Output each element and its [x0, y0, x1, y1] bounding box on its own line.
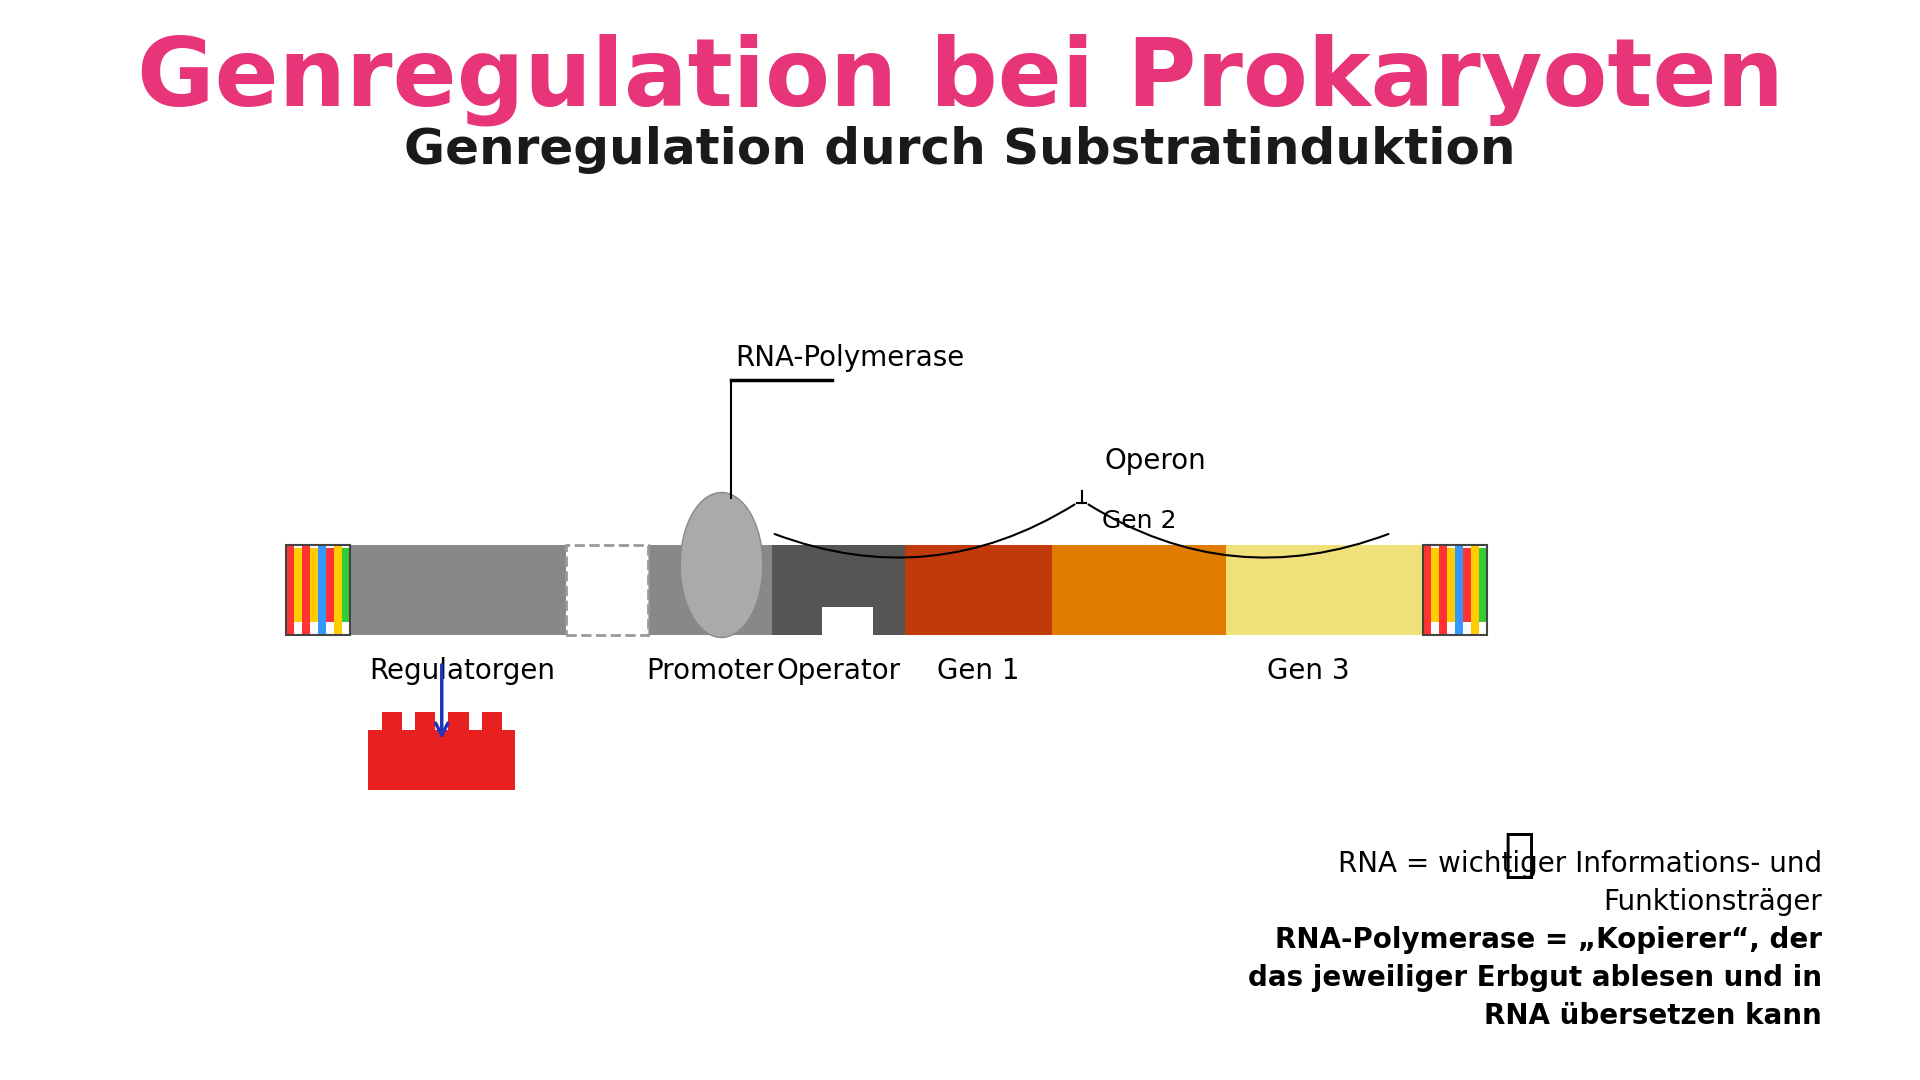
Bar: [1480, 548, 1488, 621]
Bar: [1430, 548, 1440, 621]
Bar: [1392, 545, 1423, 635]
Bar: [1052, 545, 1227, 635]
Bar: [369, 730, 515, 789]
Bar: [1227, 545, 1392, 635]
Bar: [294, 548, 301, 621]
Text: RNA-Polymerase = „Kopierer“, der: RNA-Polymerase = „Kopierer“, der: [1275, 926, 1822, 954]
Text: Funktionsträger: Funktionsträger: [1603, 888, 1822, 916]
Bar: [1448, 548, 1455, 621]
Bar: [566, 545, 649, 635]
Text: Regulatorgen: Regulatorgen: [369, 657, 555, 685]
Bar: [482, 712, 501, 730]
Text: Genregulation durch Substratinduktion: Genregulation durch Substratinduktion: [405, 126, 1515, 174]
Ellipse shape: [680, 492, 762, 637]
Text: Gen 1: Gen 1: [937, 657, 1020, 685]
Bar: [319, 545, 326, 635]
Bar: [772, 545, 904, 635]
Bar: [349, 545, 359, 635]
Bar: [382, 712, 401, 730]
Bar: [1471, 545, 1480, 635]
Bar: [301, 545, 309, 635]
Bar: [1463, 548, 1471, 621]
Bar: [649, 545, 772, 635]
Text: 💡: 💡: [1503, 829, 1536, 881]
Text: Operon: Operon: [1104, 447, 1206, 475]
Text: Promoter: Promoter: [647, 657, 774, 685]
Bar: [286, 545, 294, 635]
Text: das jeweiliger Erbgut ablesen und in: das jeweiliger Erbgut ablesen und in: [1248, 964, 1822, 993]
Text: Repressor: Repressor: [363, 746, 520, 774]
Bar: [309, 548, 319, 621]
Text: RNA übersetzen kann: RNA übersetzen kann: [1484, 1002, 1822, 1030]
Bar: [359, 545, 566, 635]
Text: Genregulation bei Prokaryoten: Genregulation bei Prokaryoten: [136, 33, 1784, 126]
Bar: [1440, 545, 1448, 635]
Text: Operator: Operator: [776, 657, 900, 685]
Bar: [1455, 545, 1463, 635]
Text: RNA = wichtiger Informations- und: RNA = wichtiger Informations- und: [1338, 850, 1822, 878]
Bar: [822, 607, 874, 635]
Bar: [286, 545, 349, 635]
Bar: [334, 545, 342, 635]
Bar: [415, 712, 436, 730]
Bar: [1423, 545, 1430, 635]
Bar: [449, 712, 468, 730]
Bar: [342, 548, 349, 621]
Bar: [904, 545, 1052, 635]
Bar: [1423, 545, 1488, 635]
Text: Gen 2: Gen 2: [1102, 509, 1177, 534]
Bar: [326, 548, 334, 621]
Text: Gen 3: Gen 3: [1267, 657, 1350, 685]
Text: RNA-Polymerase: RNA-Polymerase: [735, 345, 964, 372]
